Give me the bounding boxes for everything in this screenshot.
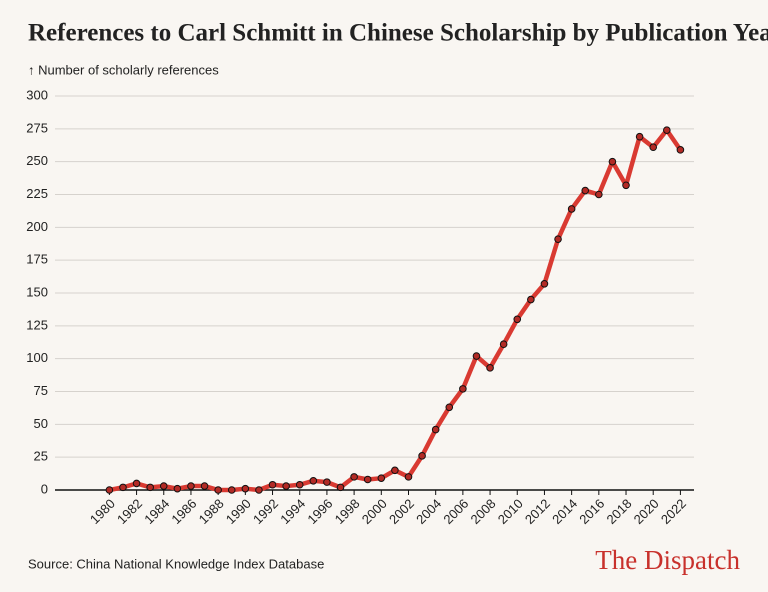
point bbox=[227, 486, 236, 494]
y-tick-label: 100 bbox=[26, 350, 48, 365]
point bbox=[363, 475, 372, 484]
point bbox=[595, 190, 603, 199]
point bbox=[146, 483, 154, 492]
point bbox=[567, 205, 576, 213]
point bbox=[513, 315, 522, 324]
point bbox=[105, 486, 114, 494]
y-tick-label: 225 bbox=[26, 186, 48, 201]
point bbox=[309, 477, 318, 485]
point bbox=[295, 480, 304, 489]
point bbox=[377, 474, 386, 482]
point bbox=[622, 181, 630, 190]
y-tick-label: 275 bbox=[26, 120, 48, 135]
point bbox=[459, 385, 467, 393]
point bbox=[282, 482, 290, 490]
point bbox=[635, 132, 644, 141]
y-tick-label: 25 bbox=[34, 449, 48, 464]
point bbox=[391, 466, 399, 475]
y-axis-label: ↑ Number of scholarly references bbox=[28, 62, 219, 77]
point bbox=[472, 352, 481, 360]
point bbox=[159, 482, 168, 490]
point bbox=[214, 486, 222, 494]
point bbox=[241, 484, 250, 493]
point bbox=[255, 486, 263, 494]
point bbox=[581, 186, 590, 195]
point bbox=[268, 480, 277, 489]
point bbox=[676, 146, 685, 154]
y-tick-label: 150 bbox=[26, 284, 48, 299]
point bbox=[350, 473, 358, 481]
point bbox=[336, 483, 345, 492]
y-tick-label: 0 bbox=[41, 481, 48, 496]
brand-logo: The Dispatch bbox=[595, 545, 740, 575]
source: Source: China National Knowledge Index D… bbox=[28, 556, 324, 571]
point bbox=[486, 364, 494, 372]
y-tick-label: 200 bbox=[26, 219, 48, 234]
point bbox=[323, 478, 331, 486]
point bbox=[200, 482, 209, 490]
point bbox=[173, 484, 182, 493]
y-tick-label: 75 bbox=[34, 383, 48, 398]
y-tick-label: 50 bbox=[34, 416, 48, 431]
point bbox=[663, 126, 671, 134]
point bbox=[608, 157, 617, 166]
point bbox=[404, 473, 413, 481]
point bbox=[187, 482, 195, 490]
point bbox=[554, 235, 562, 243]
point bbox=[418, 452, 426, 460]
point bbox=[499, 340, 508, 349]
point bbox=[649, 143, 658, 152]
point bbox=[445, 403, 454, 412]
y-tick-label: 175 bbox=[26, 252, 48, 267]
point bbox=[431, 425, 440, 434]
point bbox=[119, 483, 127, 492]
y-tick-label: 125 bbox=[26, 317, 48, 332]
point bbox=[540, 280, 549, 288]
point bbox=[132, 479, 141, 488]
chart-title: References to Carl Schmitt in Chinese Sc… bbox=[28, 20, 768, 47]
y-tick-label: 300 bbox=[26, 87, 48, 102]
point bbox=[527, 295, 535, 304]
y-tick-label: 250 bbox=[26, 153, 48, 168]
